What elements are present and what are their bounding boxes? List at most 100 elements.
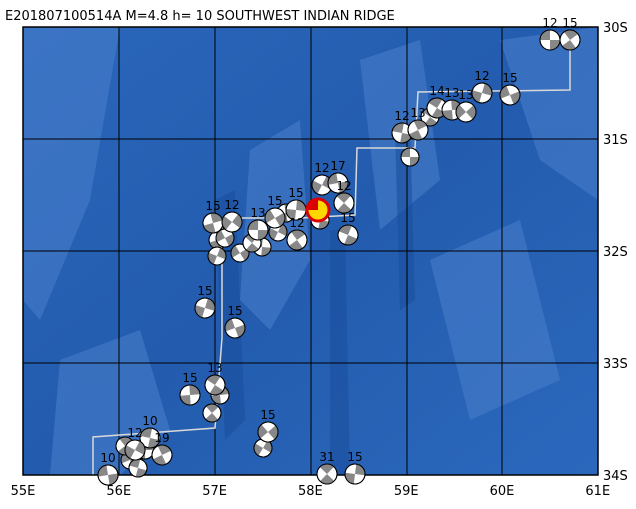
- beachball-quadrant: [125, 445, 135, 459]
- beachball-quadrant: [400, 133, 412, 143]
- lon-label: 59E: [394, 484, 419, 499]
- depth-label: 15: [562, 16, 577, 30]
- depth-label: 13: [444, 86, 459, 100]
- beachball-quadrant: [413, 120, 427, 130]
- depth-label: 14: [429, 84, 444, 98]
- beachball-outline: [221, 211, 243, 233]
- beachball-quadrant: [268, 425, 278, 440]
- beachball-quadrant: [248, 220, 259, 230]
- beachball-outline: [202, 403, 222, 423]
- beachball: [285, 199, 307, 221]
- beachball-quadrant: [338, 181, 348, 193]
- depth-label: 13: [250, 206, 265, 220]
- beachball-quadrant: [240, 248, 249, 261]
- beachball-quadrant: [269, 228, 278, 241]
- depth-label: 19: [154, 431, 169, 445]
- lat-labels: 30S 31S 32S 33S 34S: [603, 21, 628, 484]
- beachball: [97, 464, 119, 486]
- depth-label: 10: [142, 414, 157, 428]
- depth-label: 15: [502, 71, 517, 85]
- beachball-quadrant: [431, 108, 446, 118]
- beachball-outline: [207, 246, 227, 266]
- beachball-quadrant: [320, 474, 335, 484]
- beachball: [202, 403, 222, 423]
- beachball-outline: [333, 192, 355, 214]
- depth-label: 15: [227, 304, 242, 318]
- beachball-quadrant: [225, 233, 234, 247]
- beachball-quadrant: [275, 212, 285, 227]
- beachball-quadrant: [152, 455, 167, 465]
- depth-label: 12: [394, 109, 409, 123]
- beachball: [407, 119, 429, 141]
- beachball-quadrant: [245, 243, 259, 252]
- map-frame: [22, 26, 599, 476]
- beachball: [344, 463, 366, 485]
- beachball-quadrant: [424, 117, 438, 126]
- lat-label: 32S: [603, 245, 628, 260]
- lat-label: 30S: [603, 21, 628, 36]
- beachball-outline: [215, 228, 235, 248]
- beachball: [327, 172, 349, 194]
- lon-label: 58E: [298, 484, 323, 499]
- beachball: [391, 122, 413, 144]
- beachball-quadrant: [254, 443, 263, 456]
- beachball-quadrant: [336, 193, 351, 203]
- depth-label: 12: [474, 69, 489, 83]
- beachball: [559, 29, 581, 51]
- beachball: [247, 219, 269, 241]
- beachball-outline: [327, 172, 349, 194]
- beachball-quadrant: [135, 441, 145, 455]
- lon-labels: 55E 56E 57E 58E 59E 60E 61E: [11, 484, 611, 499]
- beachball-quadrant: [157, 445, 172, 455]
- main-event-quadrant: [307, 199, 318, 210]
- depth-label: 15: [347, 450, 362, 464]
- depth-label: 13: [207, 361, 222, 375]
- beachball: [257, 421, 279, 443]
- beachball-quadrant: [257, 230, 268, 240]
- beachball: [221, 211, 243, 233]
- beachball-quadrant: [409, 130, 423, 140]
- beachball-quadrant: [562, 40, 577, 50]
- beachball-quadrant: [205, 413, 219, 422]
- beachball-quadrant: [180, 395, 191, 405]
- depth-label: 15: [267, 194, 282, 208]
- lon-label: 60E: [490, 484, 515, 499]
- depth-label: 12: [127, 426, 142, 440]
- beachball-quadrant: [466, 105, 476, 120]
- beachball-quadrant: [261, 247, 271, 256]
- lon-label: 55E: [11, 484, 36, 499]
- beachball-quadrant: [296, 200, 306, 212]
- beachball-quadrant: [108, 473, 118, 485]
- beachball: [471, 82, 493, 104]
- beachball-quadrant: [550, 40, 560, 50]
- beachball-quadrant: [540, 30, 550, 40]
- beachball-quadrant: [119, 437, 133, 446]
- depth-label: 12: [224, 198, 239, 212]
- depth-label: 15: [182, 371, 197, 385]
- beachball-quadrant: [328, 173, 338, 185]
- beachball: [264, 207, 286, 229]
- beachball: [124, 439, 146, 461]
- beachball-outline: [337, 224, 359, 246]
- beachball-outline: [344, 463, 366, 485]
- beachball-outline: [257, 421, 279, 443]
- beachball-quadrant: [216, 229, 225, 243]
- beachball: [179, 384, 201, 406]
- beachball-outline: [179, 384, 201, 406]
- beachball-quadrant: [211, 395, 221, 404]
- beachball-quadrant: [355, 464, 365, 476]
- beachball-quadrant: [98, 465, 108, 477]
- beachball-quadrant: [286, 208, 296, 220]
- lat-label: 33S: [603, 357, 628, 372]
- depth-label: 10: [100, 451, 115, 465]
- beachball: [207, 246, 227, 266]
- beachball: [337, 224, 359, 246]
- beachball: [455, 101, 477, 123]
- beachball-quadrant: [140, 428, 153, 438]
- beachball-outline: [247, 219, 269, 241]
- beachball: [400, 147, 420, 167]
- beachball: [128, 458, 148, 478]
- beachball-quadrant: [291, 230, 306, 240]
- depth-label: 12: [542, 16, 557, 30]
- beachball-outline: [97, 464, 119, 486]
